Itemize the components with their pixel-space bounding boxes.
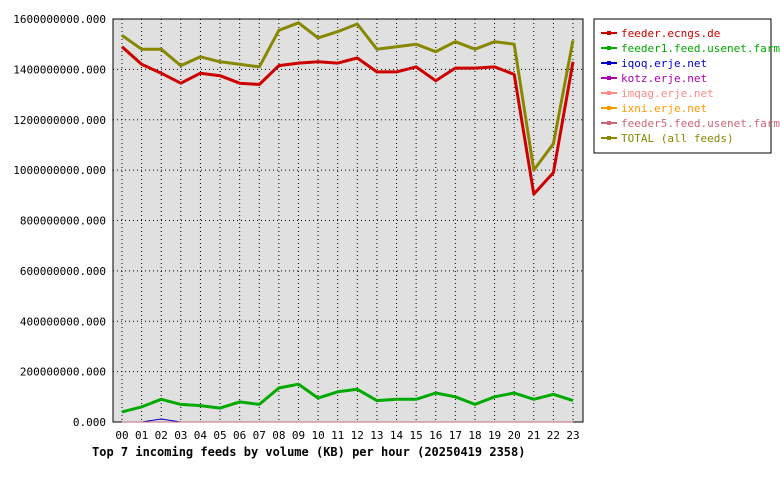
x-tick-label: 03 xyxy=(174,429,187,442)
y-tick-label: 600000000.000 xyxy=(20,265,106,278)
chart-title: Top 7 incoming feeds by volume (KB) per … xyxy=(92,445,525,459)
legend-label: imqag.erje.net xyxy=(621,87,714,100)
x-tick-label: 02 xyxy=(155,429,168,442)
x-tick-label: 20 xyxy=(508,429,521,442)
x-tick-label: 12 xyxy=(351,429,364,442)
y-tick-label: 1400000000.000 xyxy=(13,63,106,76)
legend-box xyxy=(593,18,772,154)
legend-marker xyxy=(607,61,611,65)
series-lines xyxy=(120,21,575,423)
x-tick-label: 18 xyxy=(468,429,481,442)
x-tick-label: 09 xyxy=(292,429,305,442)
x-tick-label: 17 xyxy=(449,429,462,442)
x-tick-label: 14 xyxy=(390,429,404,442)
x-tick-label: 07 xyxy=(253,429,266,442)
x-axis-ticks: 00 01 02 03 04 05 06 07 08 09 10 11 12 13 14 15 16 17 18 19… xyxy=(115,429,579,442)
x-tick-label: 08 xyxy=(272,429,285,442)
y-tick-label: 400000000.000 xyxy=(20,315,106,328)
y-tick-label: 1200000000.000 xyxy=(13,114,106,127)
series-line xyxy=(121,21,575,172)
legend-marker xyxy=(607,46,611,50)
y-tick-label: 1000000000.000 xyxy=(13,164,106,177)
x-tick-label: 00 xyxy=(115,429,128,442)
legend-marker xyxy=(607,76,611,80)
x-tick-label: 16 xyxy=(429,429,442,442)
x-tick-label: 06 xyxy=(233,429,246,442)
x-tick-label: 04 xyxy=(194,429,208,442)
x-tick-label: 05 xyxy=(213,429,226,442)
legend: feeder.ecngs.de feeder1.feed.usenet.farm i… xyxy=(601,27,780,145)
x-tick-label: 19 xyxy=(488,429,501,442)
legend-marker xyxy=(607,106,611,110)
legend-label: feeder.ecngs.de xyxy=(621,27,720,40)
legend-label: TOTAL (all feeds) xyxy=(621,132,734,145)
y-axis-ticks: 0.000 200000000.000 400000000.000 600000000… xyxy=(13,13,106,429)
legend-marker xyxy=(607,91,611,95)
x-tick-label: 13 xyxy=(370,429,383,442)
x-tick-label: 23 xyxy=(566,429,579,442)
legend-label: kotz.erje.net xyxy=(621,72,707,85)
y-tick-label: 0.000 xyxy=(73,416,106,429)
legend-marker xyxy=(607,136,611,140)
x-tick-label: 10 xyxy=(311,429,324,442)
y-tick-label: 200000000.000 xyxy=(20,366,106,379)
plot-area xyxy=(112,18,584,423)
series-line xyxy=(120,45,575,196)
x-tick-label: 22 xyxy=(547,429,560,442)
legend-marker xyxy=(607,121,611,125)
x-tick-label: 21 xyxy=(527,429,540,442)
legend-marker xyxy=(607,31,611,35)
y-tick-label: 800000000.000 xyxy=(20,215,106,228)
y-tick-label: 1600000000.000 xyxy=(13,13,106,26)
x-tick-label: 15 xyxy=(410,429,423,442)
legend-label: iqoq.erje.net xyxy=(621,57,707,70)
x-tick-label: 01 xyxy=(135,429,148,442)
legend-label: feeder5.feed.usenet.farm xyxy=(621,117,780,130)
legend-label: feeder1.feed.usenet.farm xyxy=(621,42,780,55)
x-tick-label: 11 xyxy=(331,429,344,442)
series-line xyxy=(121,382,574,414)
legend-label: ixni.erje.net xyxy=(621,102,707,115)
